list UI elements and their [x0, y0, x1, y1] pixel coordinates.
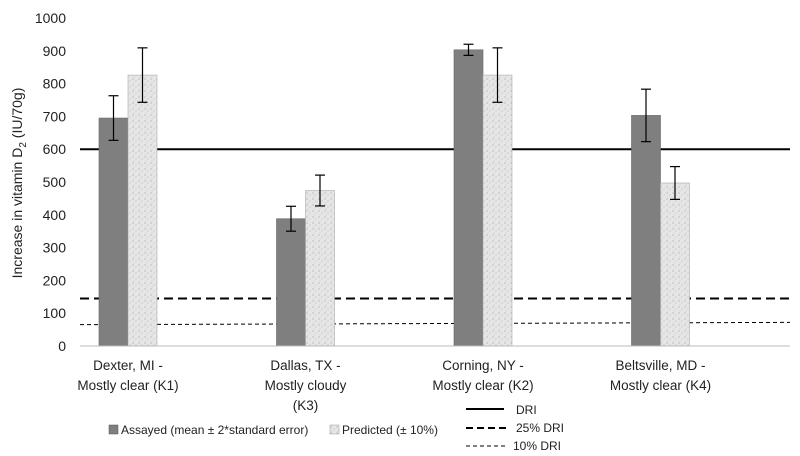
category-label: Dexter, MI -: [93, 358, 163, 373]
y-tick-label: 1000: [35, 10, 66, 26]
category-label: Mostly cloudy: [265, 378, 347, 393]
category-label: Mostly clear (K1): [77, 378, 178, 393]
error-bars: [108, 43, 680, 232]
category-label: Mostly clear (K2): [432, 378, 533, 393]
category-label: (K3): [293, 398, 319, 413]
legend-label-predicted: Predicted (± 10%): [342, 423, 438, 437]
category-labels: Dexter, MI - Mostly clear (K1) Dallas, TX …: [77, 358, 711, 413]
category-label: Corning, NY -: [442, 358, 524, 373]
y-axis-ticks: 0 100 200 300 400 500 600 700 800 900 1000: [35, 10, 66, 354]
legend-label-assayed: Assayed (mean ± 2*standard error): [121, 423, 308, 437]
bar-predicted: [660, 182, 690, 347]
bar-predicted: [482, 74, 513, 347]
legend: Assayed (mean ± 2*standard error) Predic…: [108, 403, 564, 453]
y-tick-label: 700: [43, 108, 67, 124]
y-tick-label: 600: [43, 141, 67, 157]
category-label: Dallas, TX -: [270, 358, 340, 373]
bar-assayed: [453, 49, 484, 347]
legend-label-dri: DRI: [516, 403, 537, 417]
bar-assayed: [631, 115, 661, 347]
legend-label-10-dri: 10% DRI: [513, 439, 561, 453]
legend-swatch-predicted: [329, 424, 340, 435]
category-label: Mostly clear (K4): [610, 378, 711, 393]
legend-swatch-assayed: [108, 424, 119, 435]
y-tick-label: 200: [43, 272, 67, 288]
bar-predicted: [127, 74, 158, 347]
y-tick-label: 900: [43, 43, 67, 59]
y-axis-label: Increase in vitamin D2 (IU/70g): [9, 88, 29, 279]
category-label: Beltsville, MD -: [615, 358, 705, 373]
y-tick-label: 800: [43, 76, 67, 92]
y-tick-label: 300: [43, 240, 67, 256]
y-tick-label: 0: [58, 338, 66, 354]
bar-assayed: [98, 117, 129, 347]
y-axis-label-unit: (IU/70g): [9, 88, 25, 142]
y-tick-label: 500: [43, 174, 67, 190]
y-axis-label-main: Increase in vitamin D: [9, 148, 25, 279]
legend-label-25-dri: 25% DRI: [516, 421, 564, 435]
bar-assayed: [276, 218, 306, 347]
bars: [98, 49, 690, 347]
y-tick-label: 100: [43, 305, 67, 321]
y-axis-label-subscript: 2: [18, 142, 29, 148]
y-tick-label: 400: [43, 207, 67, 223]
bar-predicted: [305, 190, 335, 347]
